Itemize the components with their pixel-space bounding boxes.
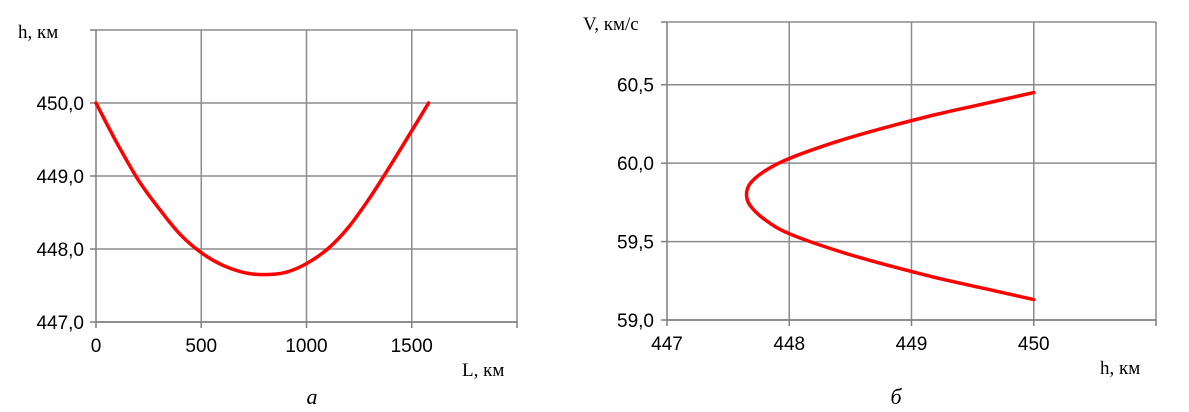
chart-b-y-tick-label-2: 60,0 xyxy=(617,154,654,175)
chart-a-y-tick-label-2: 449,0 xyxy=(36,167,84,188)
chart-a-x-tick-label-0: 0 xyxy=(91,336,102,357)
chart-b-y-tick-label-3: 60,5 xyxy=(617,76,654,97)
chart-b-y-tick-label-1: 59,5 xyxy=(617,233,654,254)
chart-b-x-tick-label-0: 447 xyxy=(651,334,683,355)
chart-b-y-axis-label: V, км/с xyxy=(583,14,639,35)
chart-a-x-tick-label-2: 1000 xyxy=(285,336,327,357)
chart-a-series-line-0 xyxy=(94,101,431,277)
chart-a-y-tick-label-0: 447,0 xyxy=(36,313,84,334)
chart-b: 59,0 59,5 60,0 60,5 447 448 449 450 V, км/с h, км… xyxy=(583,14,1157,409)
chart-b-caption: б xyxy=(890,384,902,409)
chart-a-y-axis-label: h, км xyxy=(18,22,58,43)
chart-a-x-tick-label-1: 500 xyxy=(185,336,217,357)
chart-b-x-tick-label-2: 449 xyxy=(896,334,928,355)
chart-b-x-axis-label: h, км xyxy=(1100,358,1140,379)
chart-a-y-tick-label-3: 450,0 xyxy=(36,94,84,115)
chart-a-y-tick-label-1: 448,0 xyxy=(36,240,84,261)
chart-a: 447,0 448,0 449,0 450,0 0 500 1000 1500 h, км L, … xyxy=(18,22,518,409)
chart-a-x-tick-label-3: 1500 xyxy=(391,336,433,357)
chart-b-x-tick-label-3: 450 xyxy=(1018,334,1050,355)
chart-b-y-tick-label-0: 59,0 xyxy=(617,311,654,332)
chart-a-caption: а xyxy=(307,384,318,409)
chart-b-x-tick-label-1: 448 xyxy=(773,334,805,355)
chart-a-x-axis-label: L, км xyxy=(462,360,504,381)
chart-b-series-line-0 xyxy=(744,90,1036,302)
